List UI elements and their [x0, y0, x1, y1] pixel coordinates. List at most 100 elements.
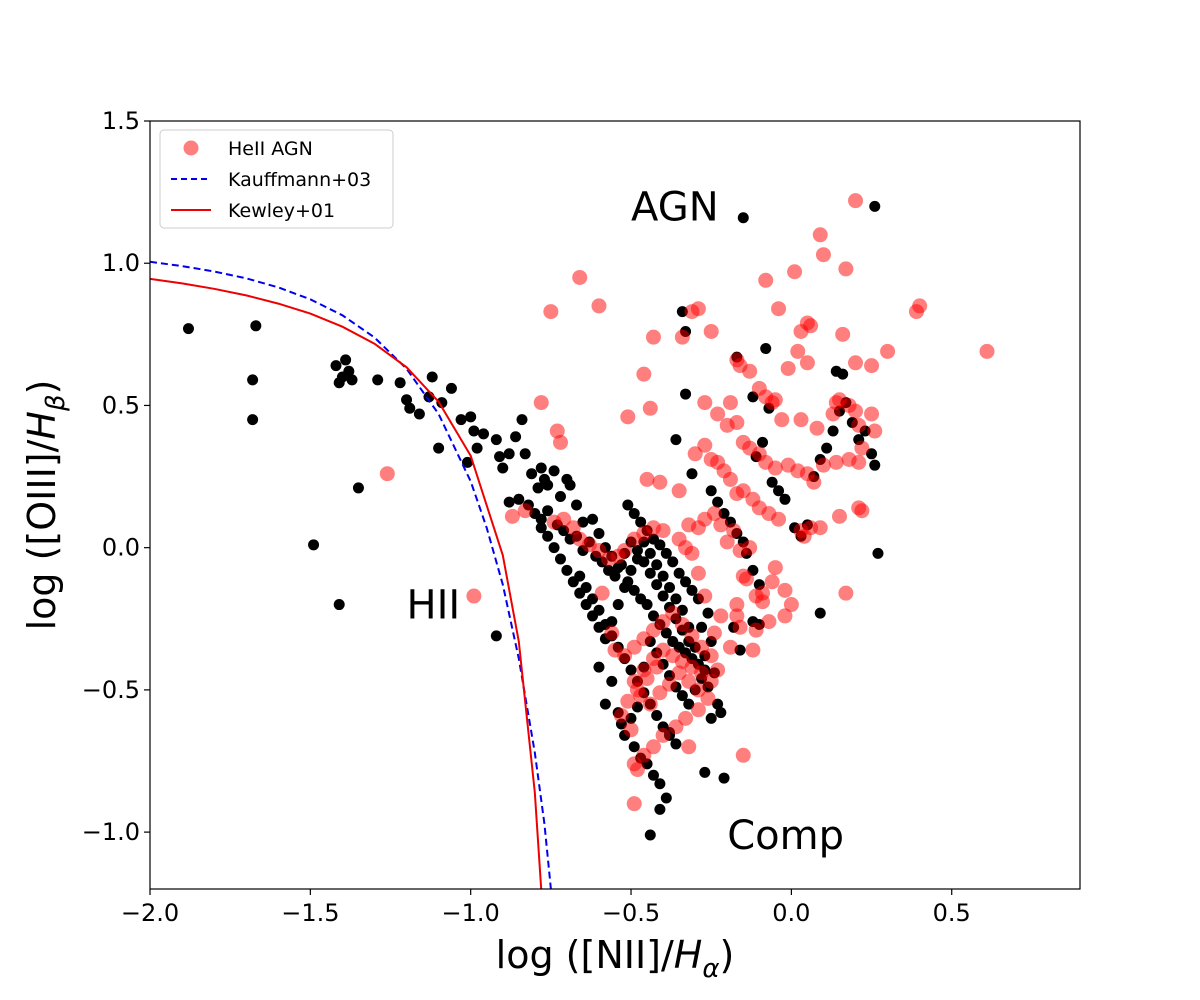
galaxy-point-207 [587, 610, 599, 622]
galaxy-point-211 [561, 564, 573, 576]
galaxy-point-210 [567, 576, 579, 588]
galaxy-point-156 [821, 442, 833, 454]
heii-agn-point-8 [543, 304, 559, 320]
galaxy-point-129 [686, 468, 698, 480]
galaxy-point-196 [657, 570, 669, 582]
heii-agn-point-92 [831, 508, 847, 524]
galaxy-point-39 [535, 462, 547, 474]
heii-agn-point-121 [719, 534, 735, 550]
heii-agn-point-64 [864, 358, 880, 374]
heii-agn-point-48 [729, 415, 745, 431]
galaxy-point-198 [644, 547, 656, 559]
heii-agn-point-20 [880, 343, 896, 359]
heii-agn-point-72 [642, 400, 658, 416]
heii-agn-point-58 [815, 457, 831, 473]
heii-agn-point-24 [799, 355, 815, 371]
heii-agn-point-170 [690, 702, 706, 718]
heii-agn-point-69 [379, 466, 395, 482]
heii-agn-point-147 [665, 605, 681, 621]
heii-agn-point-107 [722, 639, 738, 655]
heii-agn-point-111 [690, 565, 706, 581]
heii-agn-point-186 [735, 747, 751, 763]
galaxy-point-16 [401, 394, 413, 406]
galaxy-point-4 [308, 539, 320, 551]
galaxy-point-18 [413, 408, 425, 420]
heii-agn-point-21 [979, 343, 995, 359]
y-axis-label: log ([OIII]/Hβ) [20, 380, 71, 631]
heii-agn-point-171 [678, 710, 694, 726]
heii-agn-point-101 [764, 574, 780, 590]
galaxy-point-212 [554, 553, 566, 565]
heii-agn-point-87 [771, 511, 787, 527]
legend-kewley-label: Kewley+01 [228, 200, 335, 222]
galaxy-point-32 [497, 462, 509, 474]
heii-agn-point-100 [735, 568, 751, 584]
galaxy-point-118 [660, 547, 672, 559]
heii-agn-point-185 [626, 796, 642, 812]
heii-agn-point-167 [681, 673, 697, 689]
heii-agn-point-94 [854, 503, 870, 519]
heii-agn-point-127 [626, 531, 642, 547]
heii-agn-point-174 [645, 739, 661, 755]
heii-agn-point-142 [617, 648, 633, 664]
heii-agn-point-175 [636, 747, 652, 763]
heii-agn-point-187 [745, 642, 761, 658]
galaxy-point-125 [670, 434, 682, 446]
galaxy-point-220 [612, 562, 624, 574]
galaxy-point-0 [182, 323, 194, 335]
heii-agn-point-178 [623, 722, 639, 738]
legend-box [159, 129, 394, 229]
heii-agn-point-140 [604, 625, 620, 641]
heii-agn-point-180 [620, 693, 636, 709]
galaxy-point-102 [699, 766, 711, 778]
heii-agn-point-165 [662, 676, 678, 692]
galaxy-point-5 [333, 599, 345, 611]
heii-agn-point-109 [706, 625, 722, 641]
heii-agn-point-0 [848, 193, 864, 209]
galaxy-point-105 [705, 712, 717, 724]
galaxy-point-165 [872, 547, 884, 559]
galaxy-point-22 [445, 382, 457, 394]
galaxy-point-112 [702, 607, 714, 619]
galaxy-point-187 [676, 690, 688, 702]
galaxy-point-223 [631, 545, 643, 557]
galaxy-point-34 [510, 431, 522, 443]
heii-agn-point-45 [774, 412, 790, 428]
galaxy-point-164 [869, 459, 881, 471]
heii-agn-point-39 [848, 403, 864, 419]
heii-agn-point-172 [668, 719, 684, 735]
heii-agn-point-53 [767, 460, 783, 476]
galaxy-point-28 [461, 456, 473, 468]
heii-agn-point-137 [504, 508, 520, 524]
galaxy-point-38 [532, 482, 544, 494]
heii-agn-point-33 [767, 392, 783, 408]
galaxy-point-7 [490, 630, 502, 642]
heii-agn-point-108 [713, 608, 729, 624]
region-annotations: AGN HII Comp [407, 184, 844, 859]
galaxy-point-10 [340, 354, 352, 366]
legend-heii-label: HeII AGN [228, 138, 313, 160]
galaxy-point-97 [647, 769, 659, 781]
galaxy-point-123 [628, 508, 640, 520]
heii-agn-point-61 [851, 454, 867, 470]
heii-agn-point-145 [645, 622, 661, 638]
galaxy-point-8 [330, 360, 342, 372]
heii-agn-point-173 [655, 727, 671, 743]
heii-agn-point-3 [838, 261, 854, 277]
galaxy-point-11 [343, 365, 355, 377]
heii-agn-point-23 [790, 343, 806, 359]
legend: HeII AGN Kauffmann+03 Kewley+01 [159, 129, 394, 229]
heii-agn-point-104 [777, 582, 793, 598]
kauffmann-curve [150, 260, 552, 889]
galaxy-point-116 [673, 567, 685, 579]
heii-agn-point-153 [703, 673, 719, 689]
heii-agn-point-41 [864, 406, 880, 422]
galaxy-point-115 [680, 576, 692, 588]
galaxy-point-99 [660, 792, 672, 804]
heii-agn-point-25 [780, 360, 796, 376]
heii-agn-point-19 [908, 304, 924, 320]
galaxy-point-101 [644, 829, 656, 841]
heii-agn-point-29 [636, 366, 652, 382]
heii-agn-point-81 [722, 471, 738, 487]
y-tick-label-4: 1.0 [102, 249, 140, 277]
